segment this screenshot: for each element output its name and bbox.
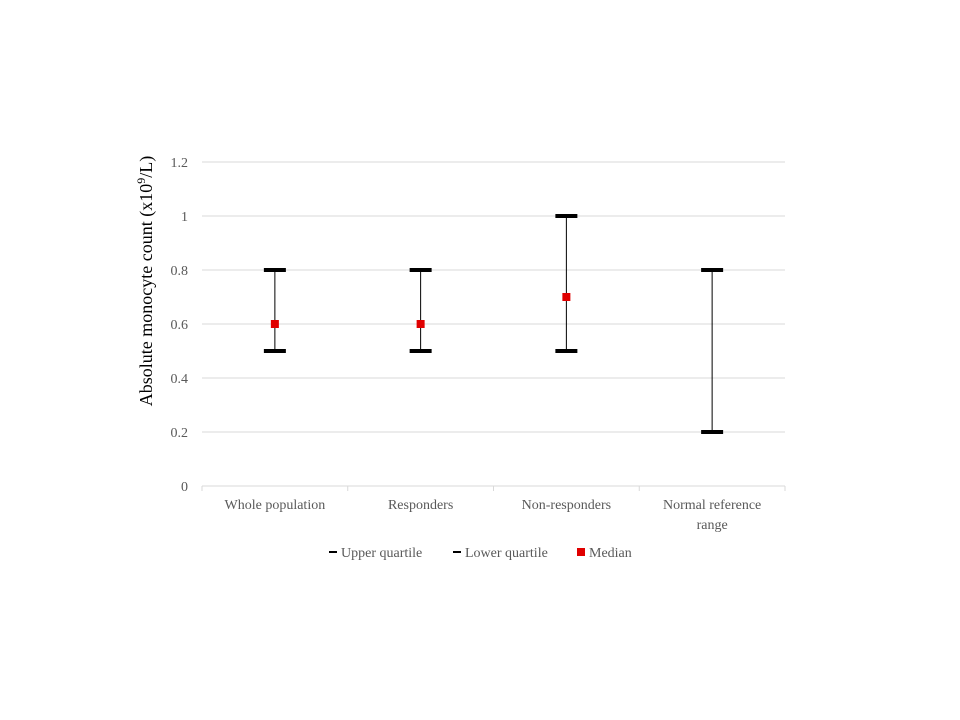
y-tick-label: 0.2 [171, 426, 189, 441]
y-tick-label: 1 [181, 210, 188, 225]
median-marker [416, 320, 425, 328]
x-category-label: Non-responders [522, 498, 611, 513]
range-bars [263, 214, 724, 434]
x-category-label: Whole population [225, 498, 326, 513]
y-axis-ticks: 0 0.2 0.4 0.6 0.8 1 1.2 [171, 156, 189, 495]
median-marker [270, 320, 279, 328]
x-category-label: Responders [388, 498, 453, 513]
y-tick-label: 0.4 [171, 372, 189, 387]
legend-marker [577, 548, 585, 556]
y-tick-label: 0 [181, 480, 188, 495]
legend: Upper quartile Lower quartile Median [329, 546, 632, 561]
gridlines [202, 161, 785, 433]
y-tick-label: 1.2 [171, 156, 189, 171]
y-axis-label: Absolute monocyte count (x109/L) [134, 156, 157, 406]
x-axis-categories: Whole population Responders Non-responders… [225, 498, 762, 533]
x-category-label: Normal reference [663, 498, 761, 513]
legend-label: Upper quartile [341, 546, 422, 561]
x-category-label: range [697, 518, 728, 533]
y-tick-label: 0.6 [171, 318, 189, 333]
median-marker [562, 293, 571, 301]
x-axis [201, 485, 786, 491]
y-tick-label: 0.8 [171, 264, 189, 279]
legend-label: Lower quartile [465, 546, 548, 561]
legend-label: Median [589, 546, 632, 561]
